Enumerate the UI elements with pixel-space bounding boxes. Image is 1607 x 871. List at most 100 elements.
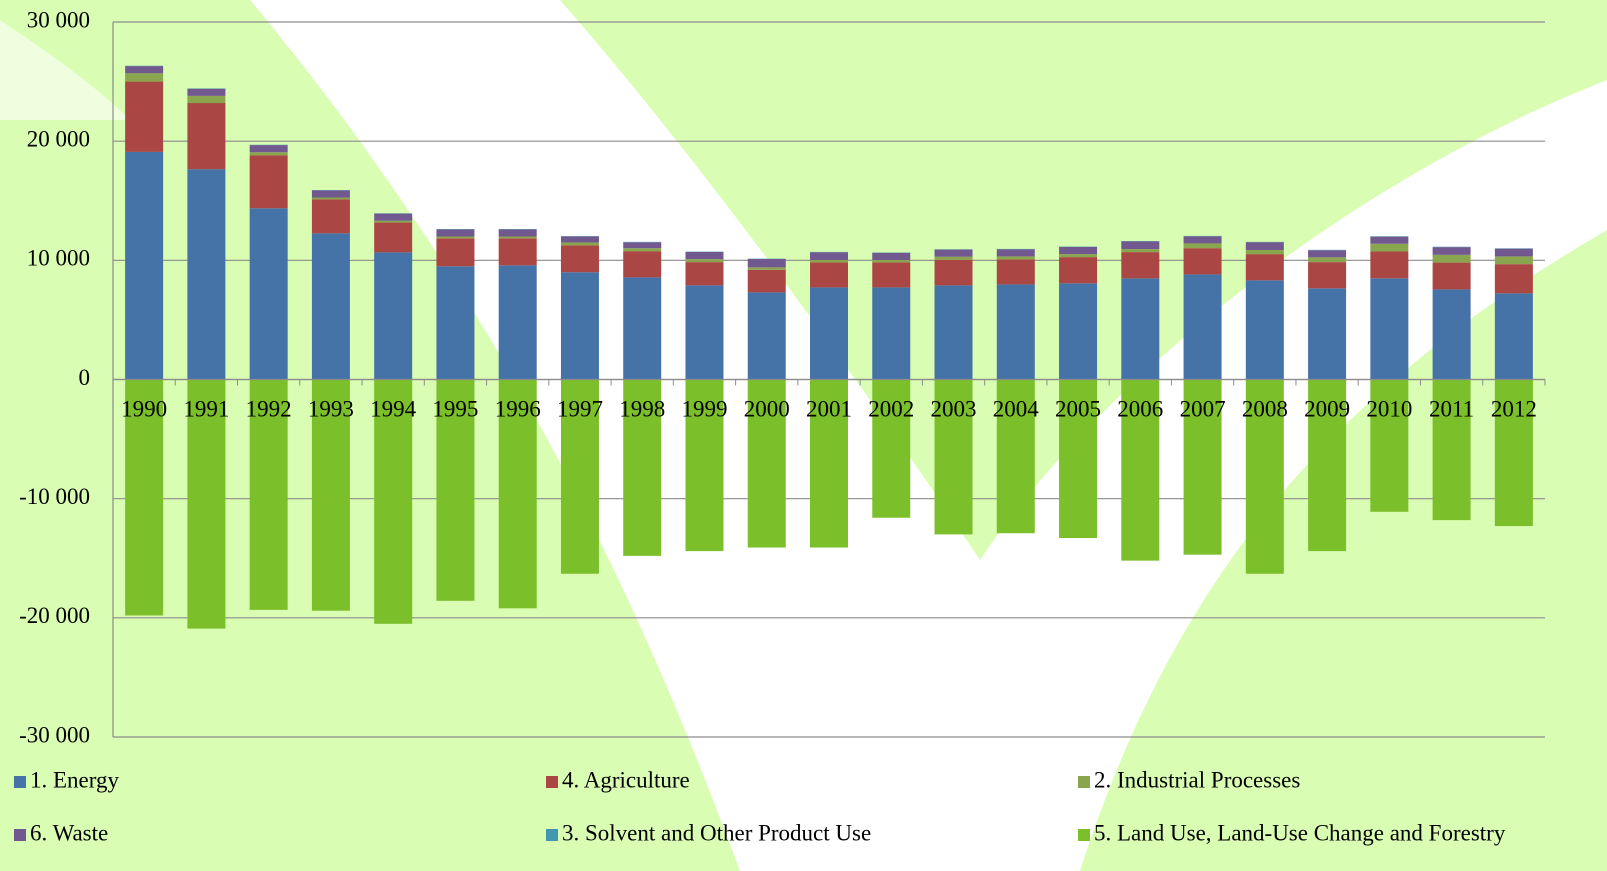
bar-segment: [498, 238, 537, 266]
bar-segment: [1245, 249, 1284, 255]
bar-segment: [1370, 379, 1409, 512]
legend-label: 6. Waste: [30, 820, 108, 845]
x-tick-label: 2009: [1304, 396, 1350, 421]
bar-segment: [1308, 262, 1347, 289]
bar-segment: [249, 155, 288, 209]
bar-segment: [872, 262, 911, 288]
bar-segment: [934, 249, 973, 257]
x-tick-label: 1999: [681, 396, 727, 421]
bar-segment: [498, 229, 537, 237]
bar-segment: [685, 259, 724, 263]
bar-segment: [1308, 250, 1347, 258]
bar-segment: [436, 266, 475, 380]
bar-segment: [810, 262, 848, 288]
bar-segment: [374, 379, 413, 624]
bar-segment: [1370, 236, 1409, 244]
legend-swatch: [14, 829, 26, 841]
x-tick-label: 2006: [1117, 396, 1163, 421]
bar-segment: [187, 169, 226, 380]
bar-segment: [747, 259, 786, 268]
bar-segment: [747, 269, 786, 293]
background-swoosh: [250, 0, 1607, 871]
bar-segment: [810, 379, 848, 548]
bar-segment: [125, 73, 164, 82]
x-tick-label: 2008: [1242, 396, 1288, 421]
bar-segment: [623, 248, 662, 252]
x-tick-label: 2007: [1180, 396, 1226, 421]
x-tick-label: 1998: [619, 396, 665, 421]
y-tick-label: -20 000: [19, 603, 90, 628]
bar-segment: [996, 256, 1035, 260]
x-tick-label: 2000: [744, 396, 790, 421]
bar-segment: [560, 242, 599, 246]
y-tick-label: -30 000: [19, 722, 90, 747]
bar-segment: [187, 103, 226, 170]
bar-segment: [685, 285, 724, 380]
x-tick-label: 2004: [993, 396, 1040, 421]
x-tick-label: 2010: [1366, 396, 1412, 421]
bar-segment: [685, 379, 724, 552]
bar-segment: [249, 145, 288, 153]
bar-segment: [934, 259, 973, 286]
bar-segment: [187, 379, 226, 629]
bar-segment: [1245, 280, 1284, 380]
bar-segment: [125, 151, 164, 380]
bar-segment: [436, 379, 475, 601]
bar-segment: [560, 236, 599, 243]
bar-segment: [1121, 249, 1160, 253]
bar-segment: [1494, 379, 1533, 527]
x-tick-label: 2001: [806, 396, 852, 421]
bar-segment: [311, 197, 350, 200]
bar-segment: [1432, 262, 1471, 290]
bar-segment: [1059, 257, 1098, 284]
legend-label: 2. Industrial Processes: [1094, 767, 1300, 792]
bar-segment: [872, 252, 911, 260]
bar-segment: [498, 236, 537, 239]
bar-segment: [872, 287, 911, 380]
bar-segment: [685, 251, 724, 260]
bar-segment: [747, 379, 786, 548]
bar-segment: [872, 379, 911, 518]
bar-segment: [623, 251, 662, 278]
legend-swatch: [1078, 829, 1090, 841]
bar-segment: [187, 88, 226, 96]
legend-label: 4. Agriculture: [562, 767, 690, 792]
y-tick-label: -10 000: [19, 484, 90, 509]
bar-segment: [1183, 274, 1222, 380]
bar-segment: [934, 256, 973, 260]
bar-segment: [685, 262, 724, 286]
bar-segment: [1494, 256, 1533, 265]
bar-segment: [1308, 288, 1347, 380]
x-tick-label: 1993: [308, 396, 354, 421]
bar-segment: [747, 292, 786, 380]
bar-segment: [436, 236, 475, 239]
bar-segment: [1183, 379, 1222, 555]
y-tick-label: 10 000: [27, 246, 90, 271]
background-swoosh: [0, 20, 130, 120]
legend-swatch: [1078, 776, 1090, 788]
bar-segment: [311, 379, 350, 611]
x-tick-label: 1994: [370, 396, 417, 421]
bar-segment: [1059, 254, 1098, 258]
bar-segment: [872, 259, 911, 263]
bar-segment: [249, 379, 288, 610]
bar-segment: [125, 81, 164, 152]
bar-segment: [810, 259, 848, 263]
bar-segment: [1121, 252, 1160, 279]
bar-segment: [374, 252, 413, 380]
bar-segment: [187, 95, 226, 104]
x-tick-label: 2002: [868, 396, 914, 421]
x-tick-label: 1990: [121, 396, 167, 421]
bar-segment: [125, 379, 164, 616]
bar-segment: [1432, 379, 1471, 521]
bar-segment: [1183, 236, 1222, 244]
bar-segment: [996, 379, 1035, 534]
bar-segment: [311, 233, 350, 380]
bar-segment: [1432, 247, 1471, 255]
legend-swatch: [546, 829, 558, 841]
bar-segment: [1183, 248, 1222, 275]
bar-segment: [1245, 254, 1284, 281]
x-tick-label: 1992: [246, 396, 292, 421]
bar-segment: [498, 265, 537, 380]
